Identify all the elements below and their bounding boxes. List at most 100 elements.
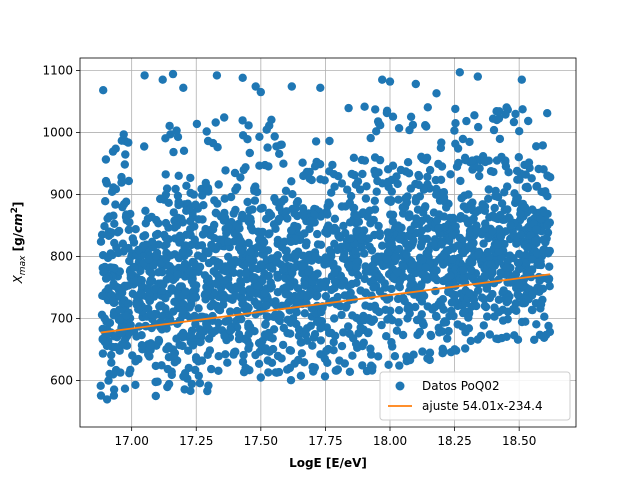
data-point — [282, 207, 291, 216]
data-point — [382, 255, 392, 264]
data-point — [302, 336, 312, 345]
data-point — [149, 261, 158, 270]
data-point — [264, 271, 273, 281]
data-point — [496, 210, 505, 220]
data-point — [536, 214, 546, 224]
data-point — [312, 317, 322, 327]
data-point — [323, 358, 332, 367]
y-tick-label: 800 — [50, 249, 73, 263]
data-point — [447, 298, 457, 307]
data-point — [469, 214, 478, 223]
data-point — [140, 142, 149, 151]
data-point — [537, 284, 546, 294]
data-point — [244, 254, 254, 263]
data-point — [394, 306, 404, 315]
data-point — [523, 183, 532, 193]
data-point — [485, 330, 494, 339]
data-point — [203, 350, 212, 359]
data-point — [175, 282, 185, 291]
data-point — [439, 260, 448, 269]
data-point — [422, 274, 431, 283]
data-point — [242, 364, 252, 374]
legend: Datos PoQ02 ajuste 54.01x-234.4 — [379, 371, 571, 421]
data-point — [539, 165, 548, 174]
data-point — [203, 286, 212, 296]
x-axis-label: LogE [E/eV] — [289, 456, 367, 470]
data-point — [165, 272, 174, 282]
data-point — [346, 288, 355, 298]
data-point — [352, 211, 362, 220]
data-point — [189, 258, 199, 268]
data-point — [168, 307, 178, 316]
data-point — [164, 342, 173, 351]
data-point — [543, 192, 552, 201]
plot-frame — [79, 57, 577, 428]
data-point — [161, 233, 170, 242]
data-point — [398, 330, 408, 340]
data-point — [532, 142, 541, 151]
data-point — [516, 209, 525, 219]
data-point — [290, 263, 299, 272]
y-tick-label: 600 — [50, 373, 73, 387]
data-point — [279, 159, 288, 168]
data-point — [298, 262, 307, 271]
data-point — [499, 286, 508, 295]
data-point — [495, 107, 504, 116]
data-point — [220, 332, 229, 341]
data-point — [430, 273, 439, 282]
data-point — [329, 338, 338, 347]
data-point — [274, 367, 284, 377]
data-point — [405, 125, 414, 135]
data-point — [417, 226, 427, 235]
data-point — [464, 313, 473, 322]
data-point — [134, 305, 143, 314]
data-point — [483, 312, 492, 321]
data-point — [107, 358, 116, 367]
data-point — [104, 376, 113, 385]
data-point — [544, 274, 554, 283]
data-point — [229, 209, 238, 218]
x-tick-label: 18.50 — [502, 434, 536, 448]
data-point — [230, 168, 240, 178]
data-point — [432, 312, 441, 321]
data-point — [392, 172, 401, 181]
data-point — [164, 198, 173, 207]
data-point — [273, 270, 282, 280]
data-point — [539, 245, 548, 254]
data-point — [360, 249, 369, 258]
data-point — [405, 210, 414, 219]
data-point — [409, 350, 418, 359]
data-point — [124, 225, 133, 234]
data-point — [515, 175, 524, 184]
data-point — [494, 334, 503, 344]
y-axis-label: Xmax [g/cm2] — [10, 202, 28, 285]
fit-line-layer — [100, 273, 551, 334]
data-point — [467, 266, 476, 275]
data-point — [322, 346, 331, 356]
data-point — [137, 341, 147, 350]
data-point — [436, 175, 446, 184]
data-point — [189, 190, 198, 199]
data-point — [300, 358, 309, 367]
data-point — [310, 272, 319, 281]
data-point — [316, 175, 325, 184]
data-point — [403, 158, 413, 167]
data-point — [423, 354, 432, 363]
data-point — [211, 118, 220, 127]
data-point — [186, 217, 195, 226]
data-point — [503, 296, 513, 305]
data-point — [518, 105, 527, 114]
data-point — [472, 226, 481, 235]
data-point — [161, 190, 171, 199]
data-point — [286, 346, 296, 355]
data-point — [496, 268, 505, 277]
data-point — [377, 275, 386, 284]
data-point — [179, 300, 188, 309]
data-point — [156, 279, 166, 288]
data-point — [256, 87, 265, 97]
data-point — [151, 230, 161, 240]
data-point — [122, 197, 131, 206]
data-point — [503, 182, 512, 191]
data-point — [438, 349, 447, 358]
data-point — [316, 83, 325, 93]
